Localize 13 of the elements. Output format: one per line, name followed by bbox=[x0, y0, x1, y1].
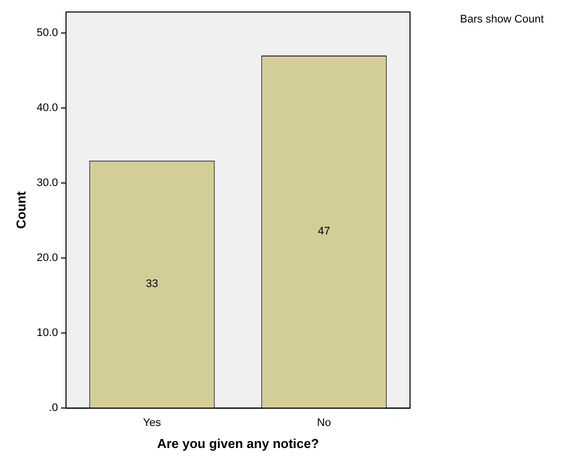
y-tick-label: 50.0 bbox=[36, 27, 58, 40]
y-tick-label: 20.0 bbox=[36, 252, 58, 264]
text: Bars show Count bbox=[460, 14, 544, 26]
y-tick-label: 10.0 bbox=[36, 327, 58, 340]
x-tick-label: Yes bbox=[143, 416, 162, 429]
x-tick-label: No bbox=[316, 416, 332, 429]
y-tick-label: .0 bbox=[48, 402, 58, 414]
y-axis-title: Count bbox=[13, 190, 28, 229]
x-axis-title: Are you given any notice? bbox=[157, 436, 319, 451]
data-label: 33 bbox=[146, 278, 158, 290]
data-label: 47 bbox=[318, 226, 330, 238]
y-tick-label: 30.0 bbox=[36, 177, 58, 190]
y-tick-label: 40.0 bbox=[36, 102, 58, 114]
